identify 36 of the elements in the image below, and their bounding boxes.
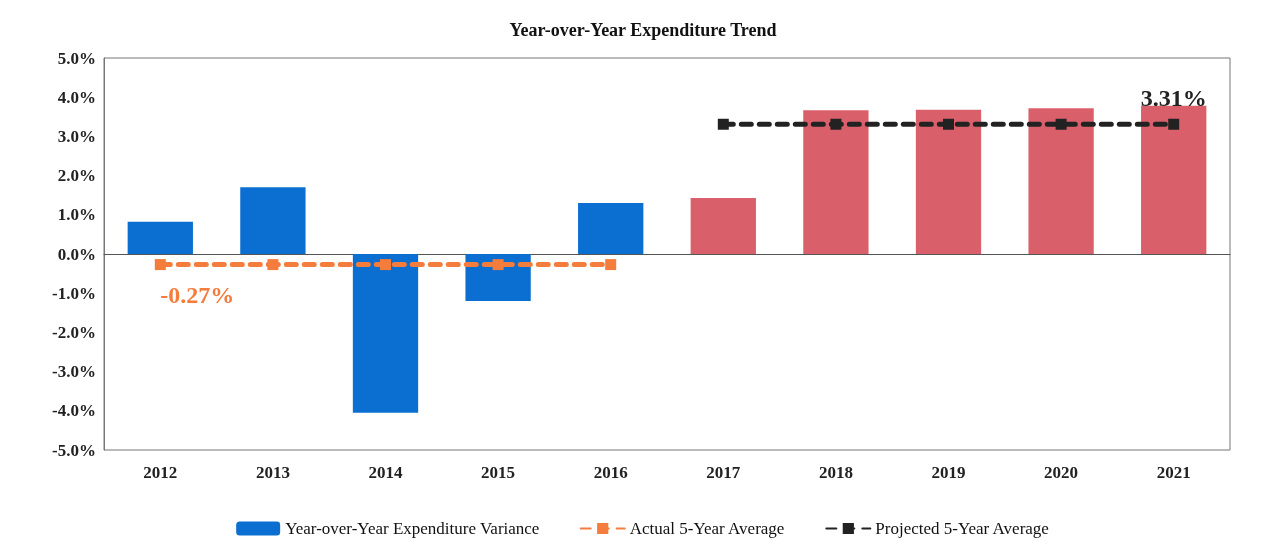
y-tick-label: -1.0% (52, 283, 96, 303)
bar (803, 110, 869, 254)
y-tick-label: 1.0% (57, 205, 96, 225)
x-tick-label: 2016 (593, 463, 628, 482)
y-tick-label: -4.0% (52, 401, 96, 421)
x-tick-label: 2015 (481, 463, 516, 482)
y-tick-label: -2.0% (52, 322, 96, 342)
legend-label: Year-over-Year Expenditure Variance (285, 519, 540, 538)
legend-label: Projected 5-Year Average (875, 519, 1049, 538)
y-tick-label: 2.0% (57, 166, 96, 186)
bar (240, 187, 306, 254)
y-tick-label: -3.0% (52, 362, 96, 382)
legend-label: Actual 5-Year Average (629, 519, 785, 538)
bar (578, 203, 644, 254)
y-tick-label: 3.0% (57, 126, 96, 146)
y-tick-label: 4.0% (57, 87, 96, 107)
x-tick-label: 2020 (1044, 463, 1079, 482)
x-tick-label: 2013 (255, 463, 290, 482)
chart-title: Year-over-Year Expenditure Trend (509, 20, 777, 40)
annotation: -0.27% (160, 281, 235, 308)
bar (1141, 105, 1207, 254)
bar (352, 254, 419, 413)
x-tick-label: 2019 (931, 463, 966, 482)
x-tick-label: 2012 (143, 463, 178, 482)
bar (690, 197, 756, 254)
y-tick-label: 5.0% (57, 48, 96, 68)
annotation: 3.31% (1140, 85, 1207, 112)
bar (1028, 108, 1094, 254)
y-tick-label: -5.0% (52, 440, 96, 460)
x-tick-label: 2018 (818, 463, 853, 482)
x-tick-label: 2017 (706, 463, 741, 482)
bar (127, 221, 193, 254)
x-tick-label: 2021 (1156, 463, 1191, 482)
y-tick-label: 0.0% (57, 244, 96, 264)
bar (915, 109, 982, 254)
x-tick-label: 2014 (368, 463, 403, 482)
